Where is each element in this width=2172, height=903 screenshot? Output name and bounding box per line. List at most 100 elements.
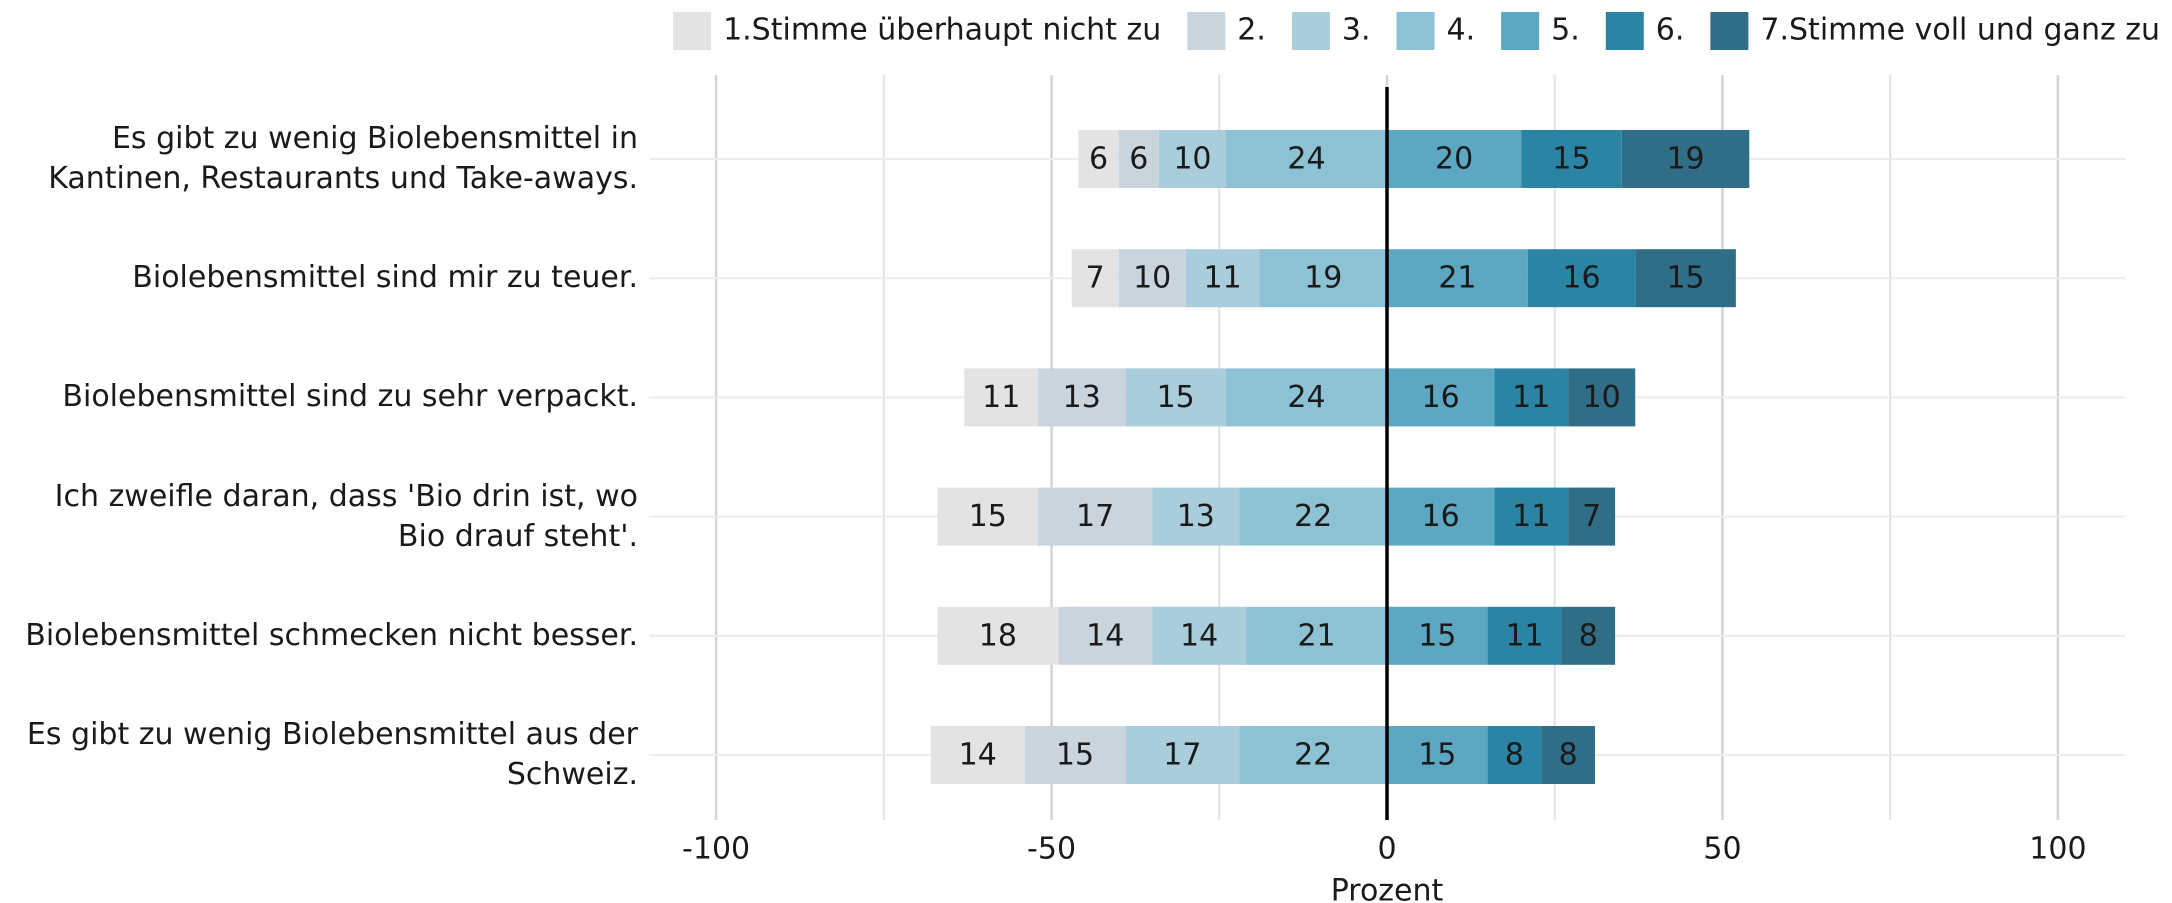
data-label: 10	[1583, 380, 1621, 415]
x-tick-label: 0	[1377, 832, 1396, 867]
bar-segment	[1494, 487, 1569, 546]
data-label: 15	[1418, 738, 1456, 773]
category-label: Biolebensmittel sind zu sehr verpackt.	[62, 379, 638, 415]
x-tick-label: -50	[1027, 832, 1076, 867]
data-label: 8	[1559, 738, 1578, 773]
legend-label: 3.	[1342, 13, 1371, 48]
bar-segment	[1387, 249, 1528, 308]
bar-segment	[1038, 368, 1126, 427]
data-label: 18	[979, 618, 1017, 653]
data-label: 17	[1076, 499, 1114, 534]
bar-segment	[1058, 606, 1153, 665]
bar-segment	[1487, 726, 1542, 784]
bar-segment	[1494, 368, 1569, 427]
bar-segment	[1185, 249, 1260, 308]
bar-segment	[1621, 130, 1750, 188]
data-label: 13	[1063, 380, 1101, 415]
legend-swatch	[1501, 12, 1540, 50]
bar-segment	[1635, 249, 1736, 308]
legend-label: 4.	[1447, 13, 1476, 48]
legend-swatch	[1187, 12, 1226, 50]
category-label: Es gibt zu wenig Biolebensmittel in Kant…	[48, 121, 638, 196]
bar-segment	[1239, 726, 1387, 784]
bar-segment	[1527, 249, 1636, 308]
legend-swatch	[1396, 12, 1435, 50]
data-label: 15	[1552, 142, 1590, 177]
bar-segment	[1541, 726, 1595, 784]
bar-segment	[1246, 606, 1387, 665]
data-label: 15	[1157, 380, 1195, 415]
bar-segment	[1387, 487, 1495, 546]
data-label: 24	[1287, 380, 1325, 415]
bar-segment	[1152, 606, 1247, 665]
data-label: 16	[1422, 499, 1460, 534]
data-label: 11	[1512, 499, 1550, 534]
data-label: 14	[1180, 618, 1218, 653]
data-label: 20	[1435, 142, 1473, 177]
data-label: 13	[1177, 499, 1215, 534]
data-label: 19	[1666, 142, 1704, 177]
legend-label: 6.	[1656, 13, 1685, 48]
bar-segment	[937, 606, 1059, 665]
data-label: 22	[1294, 738, 1332, 773]
bar-segment	[1038, 487, 1153, 546]
bar-segment	[1225, 130, 1387, 188]
x-tick-label: 50	[1703, 832, 1741, 867]
legend-label: 2.	[1237, 13, 1266, 48]
data-label: 17	[1163, 738, 1201, 773]
legend-label: 1.Stimme überhaupt nicht zu	[723, 13, 1161, 48]
data-label: 15	[1418, 618, 1456, 653]
bar-segment	[1387, 368, 1495, 427]
legend-label: 5.	[1551, 13, 1580, 48]
bar-segment	[1259, 249, 1387, 308]
data-label: 10	[1173, 142, 1211, 177]
category-label: Es gibt zu wenig Biolebensmittel aus der…	[26, 717, 638, 792]
data-label: 15	[969, 499, 1007, 534]
data-label: 11	[982, 380, 1020, 415]
x-tick-label: -100	[682, 832, 750, 867]
bar-segment	[937, 487, 1039, 546]
data-label: 11	[1512, 380, 1550, 415]
bar-segment	[1521, 130, 1622, 188]
legend-swatch	[1605, 12, 1644, 50]
x-tick-label: 100	[2029, 832, 2086, 867]
bar-segment	[1387, 726, 1488, 784]
bar-segment	[1152, 487, 1240, 546]
data-label: 22	[1294, 499, 1332, 534]
bar-segment	[1561, 606, 1616, 665]
legend-swatch	[1291, 12, 1330, 50]
legend: 1.Stimme überhaupt nicht zu 2. 3. 4. 5. 6. 7.S…	[673, 12, 2160, 50]
bar-segment	[1225, 368, 1387, 427]
data-label: 15	[1056, 738, 1094, 773]
data-label: 21	[1438, 261, 1476, 296]
bar-segment	[1158, 130, 1226, 188]
data-label: 16	[1422, 380, 1460, 415]
x-axis-title: Prozent	[1331, 874, 1444, 903]
data-label: 16	[1562, 261, 1600, 296]
bar-segment	[1024, 726, 1126, 784]
bar-segment	[1078, 130, 1119, 188]
data-label: 8	[1579, 618, 1598, 653]
bar-segment	[930, 726, 1025, 784]
category-label: Ich zweifle daran, dass 'Bio drin ist, w…	[54, 478, 638, 554]
category-label: Biolebensmittel sind mir zu teuer.	[132, 260, 638, 296]
bar-segment	[1239, 487, 1387, 546]
data-label: 24	[1287, 142, 1325, 177]
data-label: 14	[1086, 618, 1124, 653]
bar-segment	[1387, 606, 1488, 665]
bar-segment	[1118, 249, 1186, 308]
data-label: 6	[1089, 142, 1108, 177]
bar-segment	[1568, 487, 1616, 546]
data-label: 7	[1582, 499, 1601, 534]
data-label: 11	[1204, 261, 1242, 296]
bar-segment	[1387, 130, 1522, 188]
data-label: 14	[959, 738, 997, 773]
legend-label: 7.Stimme voll und ganz zu	[1760, 13, 2160, 48]
bar-segment	[1071, 249, 1119, 308]
data-label: 21	[1297, 618, 1335, 653]
bar-segment	[1118, 130, 1159, 188]
legend-swatch	[673, 12, 712, 50]
data-label: 11	[1505, 618, 1543, 653]
